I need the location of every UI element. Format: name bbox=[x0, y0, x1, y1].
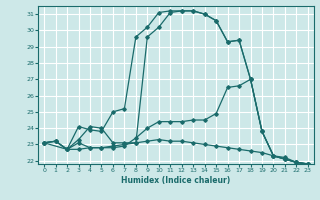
X-axis label: Humidex (Indice chaleur): Humidex (Indice chaleur) bbox=[121, 176, 231, 185]
